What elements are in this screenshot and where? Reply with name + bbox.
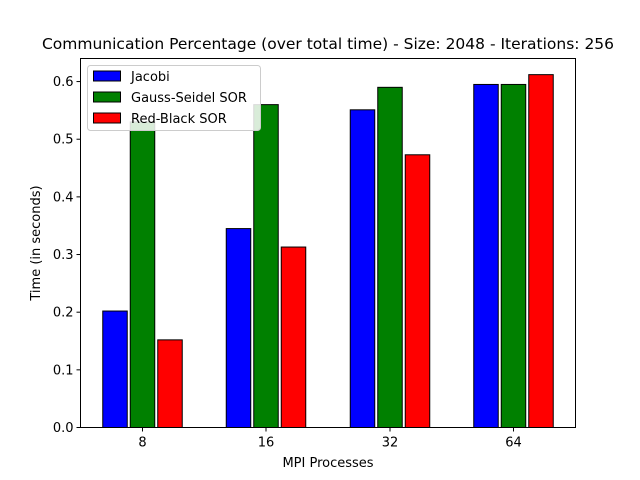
x-tick-label: 16	[258, 436, 275, 451]
y-tick-label: 0.3	[53, 248, 74, 263]
bars	[102, 74, 554, 429]
legend-swatch	[93, 70, 121, 82]
plot-frame	[80, 58, 576, 428]
y-tick-label: 0.1	[53, 363, 74, 378]
bar-red-black-sor-16	[280, 246, 307, 428]
x-axis: 8 16 32 64	[138, 427, 522, 451]
legend-box	[87, 65, 261, 131]
y-tick-label: 0.5	[53, 133, 74, 148]
y-tick-label: 0.6	[53, 75, 74, 90]
bar-gauss-seidel-sor-64	[500, 83, 527, 428]
bar-red-black-sor-64	[528, 74, 554, 429]
legend: Jacobi Gauss-Seidel SOR Red-Black SOR	[87, 65, 261, 131]
bar-red-black-sor-8	[157, 339, 183, 428]
bar-gauss-seidel-sor-16	[253, 104, 279, 428]
x-axis-label: MPI Processes	[282, 456, 373, 471]
bar-jacobi-32	[349, 109, 376, 429]
bar-gauss-seidel-sor-8	[129, 121, 156, 428]
legend-label: Jacobi	[130, 70, 170, 85]
y-axis: 0.0 0.1 0.2 0.3 0.4 0.5 0.6	[53, 75, 81, 436]
y-axis-label: Time (in seconds)	[29, 185, 44, 301]
legend-swatch	[93, 112, 121, 124]
y-tick-label: 0.2	[53, 306, 74, 321]
y-tick-label: 0.0	[53, 421, 74, 436]
x-tick-label: 8	[138, 436, 146, 451]
y-tick-label: 0.4	[53, 190, 74, 205]
bar-red-black-sor-32	[404, 154, 431, 428]
bar-jacobi-64	[473, 83, 499, 428]
legend-label: Red-Black SOR	[131, 112, 227, 127]
bar-jacobi-16	[225, 228, 252, 428]
x-tick-label: 64	[505, 436, 522, 451]
bar-jacobi-8	[102, 310, 128, 428]
legend-label: Gauss-Seidel SOR	[131, 91, 247, 106]
bar-gauss-seidel-sor-32	[377, 86, 403, 428]
x-tick-label: 32	[382, 436, 399, 451]
chart-title: Communication Percentage (over total tim…	[42, 35, 614, 53]
legend-swatch	[93, 91, 121, 103]
